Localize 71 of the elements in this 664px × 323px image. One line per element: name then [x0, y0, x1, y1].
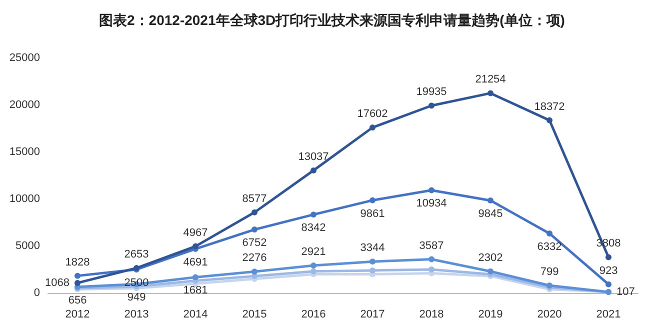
x-tick-label: 2018 — [419, 308, 444, 320]
point — [370, 124, 376, 131]
point — [488, 197, 494, 204]
point — [310, 167, 316, 174]
point — [74, 272, 80, 279]
point — [488, 268, 494, 274]
y-tick-label: 5000 — [16, 240, 40, 252]
data-label: 9861 — [360, 208, 385, 220]
data-label: 4691 — [183, 256, 208, 268]
data-label: 18372 — [534, 100, 565, 113]
x-tick-label: 2016 — [301, 308, 326, 320]
data-label: 6332 — [537, 240, 562, 253]
point — [370, 197, 376, 204]
x-tick-label: 2013 — [124, 308, 149, 320]
data-label: 949 — [127, 292, 146, 304]
data-label: 3587 — [419, 240, 444, 252]
data-label: 923 — [599, 264, 618, 277]
data-label: 1828 — [65, 256, 90, 268]
data-label: 656 — [68, 294, 87, 306]
point — [74, 280, 80, 286]
x-tick-label: 2021 — [596, 308, 621, 320]
x-tick-label: 2012 — [65, 308, 90, 320]
point — [370, 267, 376, 274]
point — [192, 274, 198, 280]
point — [428, 266, 434, 272]
point — [252, 209, 258, 216]
point — [310, 262, 316, 269]
data-label: 1068 — [45, 276, 70, 289]
data-label: 9845 — [478, 208, 503, 220]
x-tick-label: 2017 — [360, 308, 385, 320]
point — [546, 117, 552, 124]
data-label: 4967 — [183, 226, 208, 239]
chart-title: 图表2：2012-2021年全球3D打印行业技术来源国专利申请量趋势(单位：项) — [99, 12, 565, 28]
x-tick-label: 2014 — [183, 308, 208, 320]
x-tick-label: 2019 — [478, 308, 503, 320]
data-label: 17602 — [357, 108, 388, 120]
data-label: 10934 — [416, 198, 447, 210]
data-label: 2276 — [242, 252, 267, 264]
x-tick-label: 2015 — [242, 308, 267, 320]
data-label: 13037 — [298, 150, 329, 163]
point — [428, 187, 434, 194]
point — [428, 102, 434, 109]
data-label: 8577 — [242, 192, 267, 205]
point — [546, 230, 552, 236]
data-label: 21254 — [475, 74, 506, 86]
point — [252, 226, 258, 233]
point — [488, 90, 494, 96]
data-label: 107 — [616, 286, 635, 298]
data-label: 2921 — [301, 246, 326, 258]
data-label: 2302 — [478, 252, 503, 264]
x-tick-label: 2020 — [537, 308, 562, 320]
data-label: 8342 — [301, 222, 326, 234]
point — [192, 243, 198, 250]
y-tick-label: 25000 — [9, 52, 40, 64]
point — [310, 212, 316, 218]
point — [606, 281, 612, 288]
data-label: 1681 — [183, 284, 208, 297]
y-tick-label: 20000 — [9, 99, 40, 111]
data-label: 6752 — [242, 237, 267, 250]
data-label: 19935 — [416, 86, 447, 98]
point — [370, 258, 376, 265]
y-tick-label: 0 — [34, 287, 40, 299]
point — [310, 268, 316, 274]
point — [252, 268, 258, 275]
y-tick-label: 15000 — [9, 146, 40, 158]
point — [606, 254, 612, 260]
data-label: 799 — [540, 266, 559, 278]
point — [428, 256, 434, 262]
y-tick-label: 10000 — [9, 193, 40, 205]
data-label: 3344 — [360, 242, 385, 254]
data-label: 2653 — [124, 248, 149, 261]
